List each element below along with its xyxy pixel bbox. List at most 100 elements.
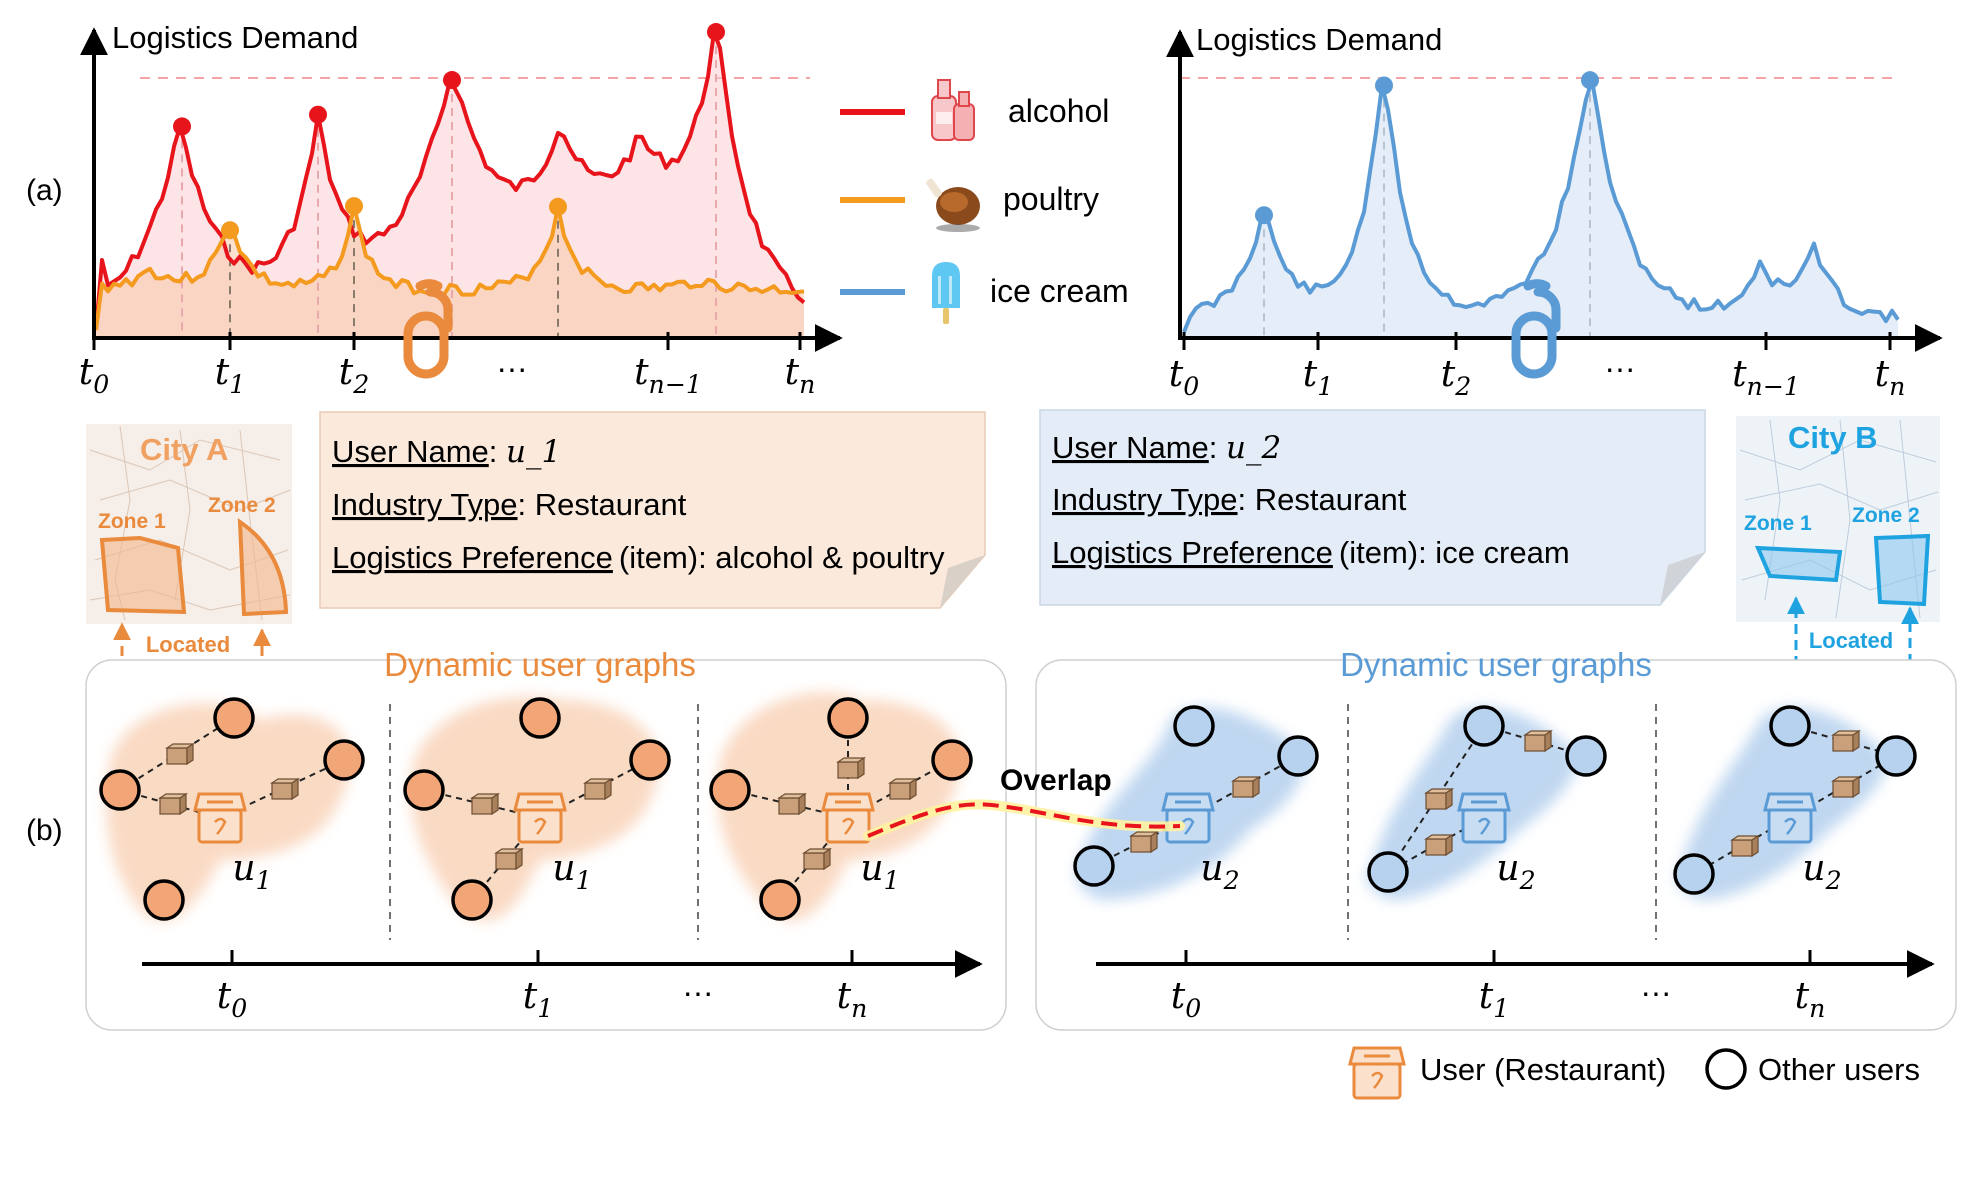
peak-marker — [173, 117, 191, 136]
peak-marker — [221, 221, 239, 240]
package-icon — [836, 756, 866, 780]
roast-chicken-icon — [926, 178, 980, 232]
x-tick-label: t1 — [1303, 354, 1334, 401]
package-icon — [1424, 787, 1454, 811]
time-tick-label: t0 — [217, 976, 248, 1023]
package-icon — [888, 777, 918, 801]
interaction-edge — [1387, 725, 1485, 873]
user-name-value: u_1 — [506, 434, 561, 470]
series-legend: alcohol poultry ice cream — [840, 79, 1129, 324]
time-tick-label: t1 — [523, 976, 554, 1023]
user-node-label: u1 — [232, 848, 271, 895]
time-tick-label: t0 — [1171, 976, 1202, 1023]
peak-marker — [443, 71, 461, 90]
other-user-node — [451, 879, 493, 921]
peak-marker — [309, 105, 327, 124]
city-a-title: City A — [140, 432, 228, 467]
svg-text:Logistics Preference(item): al: Logistics Preference (item): alcohol & po… — [332, 540, 945, 575]
city-a-zone2: Zone 2 — [208, 494, 276, 517]
other-user-node — [519, 697, 561, 739]
x-tick-label: tn−1 — [1732, 354, 1800, 401]
user-node-label: u1 — [860, 848, 899, 895]
city-a-map: City A Zone 1 Zone 2 — [86, 424, 292, 624]
time-tick-label: … — [682, 967, 714, 1003]
legend-restaurant-label: User (Restaurant) — [1420, 1052, 1666, 1087]
package-icon — [802, 847, 832, 871]
package-icon — [158, 792, 188, 816]
located-in-label: Located — [1809, 628, 1893, 653]
legend-label-alcohol: alcohol — [1008, 93, 1109, 129]
user-node-label: u2 — [1496, 848, 1535, 895]
other-user-node — [403, 769, 445, 811]
svg-text:Industry Type: Restaurant: Industry Type: Restaurant — [1052, 482, 1407, 517]
time-tick-label: … — [1640, 967, 1672, 1003]
peak-marker — [1375, 76, 1393, 95]
x-tick-label: … — [1604, 343, 1636, 379]
user-node-label: u2 — [1200, 848, 1239, 895]
peak-marker — [707, 23, 725, 42]
legend-label-poultry: poultry — [1003, 181, 1099, 217]
restaurant-user-icon — [1763, 792, 1817, 844]
svg-text:User Name: u_1: User Name: u_1 — [332, 434, 561, 470]
x-tick-label: tn — [785, 352, 816, 399]
time-tick-label: tn — [1795, 976, 1826, 1023]
part-a-label: (a) — [26, 174, 63, 207]
overlap-label: Overlap — [1000, 764, 1112, 797]
x-tick-label: t2 — [339, 352, 370, 399]
other-user-node — [1769, 705, 1811, 747]
other-user-node — [99, 769, 141, 811]
x-tick-label: t0 — [79, 352, 110, 399]
other-user-node — [1463, 705, 1505, 747]
x-tick-label: t0 — [1169, 354, 1200, 401]
user-node-label: u1 — [552, 848, 591, 895]
package-icon — [777, 792, 807, 816]
preference-value: (item): ice cream — [1339, 535, 1570, 570]
package-icon — [1831, 775, 1861, 799]
part-b-label: (b) — [26, 814, 63, 847]
industry-type-value: : Restaurant — [1238, 482, 1407, 517]
user-graph-snapshot: u1 — [99, 697, 365, 921]
ice-cream-icon — [932, 262, 960, 324]
y-axis-label: Logistics Demand — [112, 20, 358, 55]
package-icon — [270, 777, 300, 801]
x-tick-label: t1 — [215, 352, 246, 399]
user-graph-snapshot: u1 — [403, 696, 671, 921]
industry-type-value: : Restaurant — [518, 487, 687, 522]
peak-marker — [1255, 206, 1273, 225]
user-card-left: User Name: u_1 Industry Type: Restaurant… — [319, 411, 986, 609]
other-user-node — [1875, 735, 1917, 777]
user-node-label: u2 — [1802, 848, 1841, 895]
restaurant-legend-icon — [1348, 1046, 1406, 1100]
series-area — [1184, 80, 1898, 336]
other-user-node — [709, 769, 751, 811]
series-area — [96, 206, 804, 336]
other-user-node — [1565, 735, 1607, 777]
svg-text:User Name: u_2: User Name: u_2 — [1052, 430, 1281, 466]
preference-value: (item): alcohol & poultry — [619, 540, 945, 575]
restaurant-user-icon — [821, 792, 875, 844]
package-icon — [1129, 830, 1159, 854]
left-graph-title: Dynamic user graphs — [384, 646, 696, 683]
x-tick-label: tn−1 — [634, 352, 702, 399]
other-user-node — [1277, 735, 1319, 777]
other-user-node — [323, 739, 365, 781]
preference-key: Logistics Preference — [332, 540, 613, 575]
series-line — [1182, 78, 1900, 333]
restaurant-user-icon — [513, 792, 567, 844]
industry-type-key: Industry Type — [332, 487, 518, 522]
legend-label-ice-cream: ice cream — [990, 273, 1129, 309]
city-b-zone1: Zone 1 — [1744, 512, 1812, 535]
preference-key: Logistics Preference — [1052, 535, 1333, 570]
city-b-zone2: Zone 2 — [1852, 504, 1920, 527]
other-user-node — [827, 697, 869, 739]
peak-marker — [549, 197, 567, 216]
package-icon — [583, 777, 613, 801]
industry-type-key: Industry Type — [1052, 482, 1238, 517]
wine-bottles-icon — [931, 79, 975, 141]
left-demand-chart: Logistics Demand t0 t1 t2 … tn−1 tn — [79, 20, 843, 399]
series-line — [94, 204, 805, 331]
package-icon — [1523, 729, 1553, 753]
user-graph-snapshot: u2 — [1366, 705, 1607, 900]
